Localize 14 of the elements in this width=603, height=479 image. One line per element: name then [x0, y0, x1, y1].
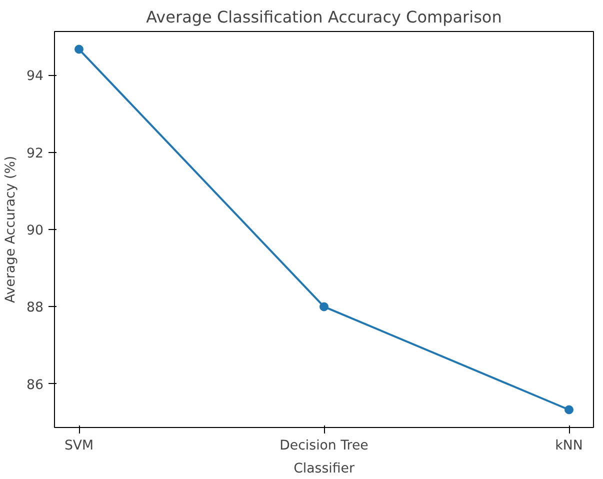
x-axis-title: Classifier [294, 462, 355, 476]
y-tick-label: 88 [26, 300, 44, 316]
x-tick-label: kNN [555, 438, 583, 454]
y-tick-label: 86 [26, 378, 44, 393]
point [564, 405, 574, 414]
y-axis-title: Average Accuracy (%) [4, 156, 19, 304]
chart-title: Average Classification Accuracy Comparison [146, 8, 502, 26]
point [74, 44, 84, 54]
x-tick-label: Decision Tree [280, 438, 368, 454]
y-tick-label: 94 [26, 69, 44, 84]
x-tick-label: SVM [64, 438, 94, 454]
point [320, 302, 328, 312]
y-tick-label: 92 [26, 146, 44, 162]
y-tick-label: 90 [26, 224, 44, 238]
